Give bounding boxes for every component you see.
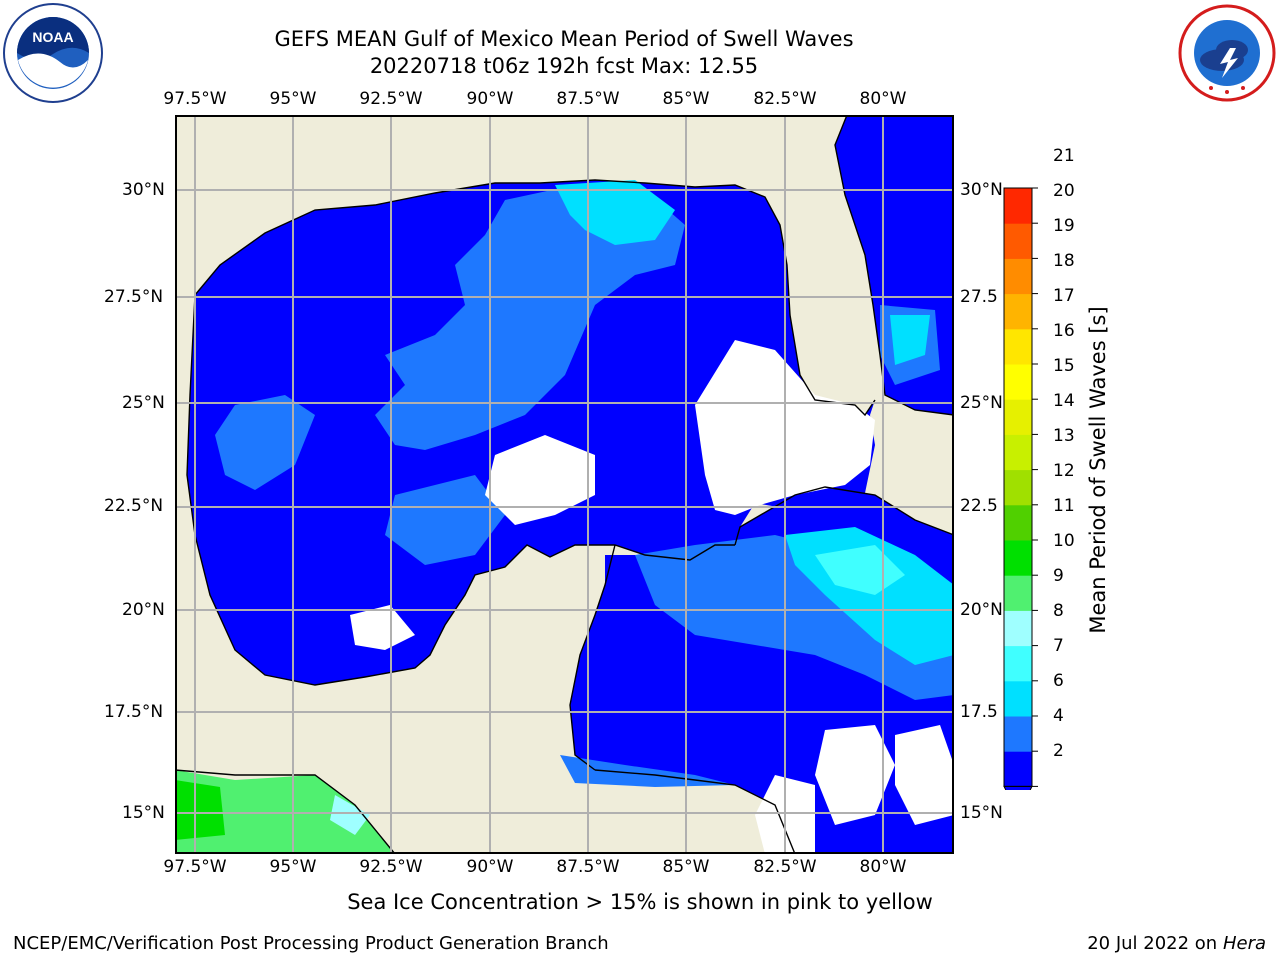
colorbar-tick-label: 6 bbox=[1053, 671, 1064, 691]
chart-subtitle: 20220718 t06z 192h fcst Max: 12.55 bbox=[369, 54, 759, 78]
colorbar-tick-label: 11 bbox=[1053, 496, 1075, 516]
colorbar-tick-label: 19 bbox=[1053, 216, 1075, 236]
lon-label-top: 97.5°W bbox=[163, 89, 227, 109]
lon-label-bottom: 80°W bbox=[859, 857, 907, 877]
nws-logo bbox=[1176, 2, 1278, 104]
colorbar-tick-label: 9 bbox=[1053, 566, 1064, 586]
lat-label-left: 17.5°N bbox=[104, 702, 164, 722]
colorbar-tick-label: 17 bbox=[1053, 286, 1075, 306]
no-data-region bbox=[350, 605, 415, 650]
colorbar-segment bbox=[1004, 434, 1032, 471]
map-frame bbox=[175, 115, 954, 854]
colorbar-tick-label: 8 bbox=[1053, 601, 1064, 621]
swell-8-9-patch bbox=[330, 795, 370, 835]
colorbar-segment bbox=[1004, 258, 1032, 295]
colorbar-tick-label: 4 bbox=[1053, 706, 1064, 726]
lat-label-right: 17.5 bbox=[960, 702, 998, 722]
lat-label-right: 25°N bbox=[960, 393, 1003, 413]
colorbar-segment bbox=[1004, 293, 1032, 330]
colorbar-tick-label: 7 bbox=[1053, 636, 1064, 656]
lat-label-left: 20°N bbox=[122, 600, 165, 620]
lat-label-right: 22.5 bbox=[960, 496, 998, 516]
footer-host: Hera bbox=[1222, 933, 1266, 954]
lon-label-bottom: 95°W bbox=[269, 857, 317, 877]
lat-label-left: 25°N bbox=[122, 393, 165, 413]
colorbar-segment bbox=[1004, 223, 1032, 259]
gulf-of-mexico-map bbox=[174, 114, 955, 855]
colorbar-tick-label: 21 bbox=[1053, 146, 1075, 166]
lat-label-right: 27.5 bbox=[960, 287, 998, 307]
lat-label-right: 20°N bbox=[960, 600, 1003, 620]
lon-label-top: 82.5°W bbox=[753, 89, 817, 109]
colorbar-tick-label: 2 bbox=[1053, 741, 1064, 761]
colorbar-segment bbox=[1004, 504, 1032, 541]
swell-4-6-patch bbox=[555, 180, 675, 245]
noaa-logo-text: NOAA bbox=[32, 29, 73, 45]
lat-label-left: 22.5°N bbox=[104, 496, 164, 516]
lon-label-top: 87.5°W bbox=[556, 89, 620, 109]
lat-label-left: 15°N bbox=[122, 803, 165, 823]
colorbar-tick-label: 18 bbox=[1053, 251, 1075, 271]
swell-2-4-patch bbox=[385, 475, 505, 565]
footer-date: 20 Jul 2022 on bbox=[1087, 933, 1223, 954]
colorbar-tick-label: 12 bbox=[1053, 461, 1075, 481]
no-data-region bbox=[485, 435, 595, 525]
lon-label-bottom: 92.5°W bbox=[359, 857, 423, 877]
colorbar-tick-label: 16 bbox=[1053, 321, 1075, 341]
colorbar-segment bbox=[1004, 680, 1032, 717]
lon-label-bottom: 97.5°W bbox=[163, 857, 227, 877]
lon-label-top: 92.5°W bbox=[359, 89, 423, 109]
lon-label-bottom: 87.5°W bbox=[556, 857, 620, 877]
lon-label-bottom: 82.5°W bbox=[753, 857, 817, 877]
colorbar-segment bbox=[1004, 540, 1032, 576]
colorbar-segment bbox=[1004, 716, 1032, 752]
lon-label-bottom: 90°W bbox=[466, 857, 514, 877]
colorbar-segment bbox=[1004, 610, 1032, 647]
lon-label-top: 95°W bbox=[269, 89, 317, 109]
colorbar-segment bbox=[1004, 188, 1032, 224]
swell-4-6-patch bbox=[890, 315, 930, 365]
sea-ice-note: Sea Ice Concentration > 15% is shown in … bbox=[347, 890, 933, 914]
swell-2-4-patch bbox=[375, 185, 685, 450]
footer-right: 20 Jul 2022 on Hera bbox=[1087, 933, 1266, 954]
lat-label-right: 30°N bbox=[960, 180, 1003, 200]
lat-label-left: 30°N bbox=[122, 180, 165, 200]
chart-title: GEFS MEAN Gulf of Mexico Mean Period of … bbox=[274, 27, 854, 51]
lon-label-bottom: 85°W bbox=[662, 857, 710, 877]
colorbar-segment bbox=[1004, 364, 1032, 400]
colorbar-segment bbox=[1004, 751, 1032, 787]
map-gridlines bbox=[175, 115, 954, 854]
colorbar-label: Mean Period of Swell Waves [s] bbox=[1086, 306, 1110, 634]
no-data-region bbox=[895, 725, 954, 825]
colorbar bbox=[990, 180, 1060, 816]
noaa-logo: NOAA bbox=[2, 2, 104, 104]
colorbar-segment bbox=[1004, 469, 1032, 506]
colorbar-tick-label: 15 bbox=[1053, 356, 1075, 376]
colorbar-segment bbox=[1004, 575, 1032, 611]
colorbar-segment bbox=[1004, 645, 1032, 682]
colorbar-segment bbox=[1004, 399, 1032, 435]
lon-label-top: 90°W bbox=[466, 89, 514, 109]
footer-left: NCEP/EMC/Verification Post Processing Pr… bbox=[13, 933, 609, 954]
gulf-swell-field bbox=[187, 180, 875, 685]
colorbar-tick-label: 10 bbox=[1053, 531, 1075, 551]
swell-10-11-patch bbox=[175, 780, 225, 840]
lon-label-top: 85°W bbox=[662, 89, 710, 109]
swell-2-4-patch bbox=[215, 395, 315, 490]
lat-label-right: 15°N bbox=[960, 803, 1003, 823]
no-data-region bbox=[815, 725, 895, 825]
colorbar-tick-label: 20 bbox=[1053, 181, 1075, 201]
colorbar-tick-label: 14 bbox=[1053, 391, 1075, 411]
colorbar-frame bbox=[1003, 187, 1033, 787]
lat-label-left: 27.5°N bbox=[104, 287, 164, 307]
colorbar-tick-label: 13 bbox=[1053, 426, 1075, 446]
colorbar-segment bbox=[1004, 328, 1032, 365]
colorbar-extend-arrow bbox=[1003, 785, 1033, 816]
lon-label-top: 80°W bbox=[859, 89, 907, 109]
